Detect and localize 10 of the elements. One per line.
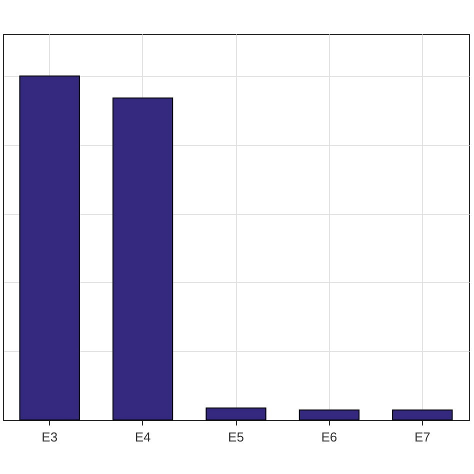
x-tick-label: E6: [321, 430, 338, 444]
bar: [112, 97, 174, 420]
bar: [392, 410, 453, 420]
x-tick-label: E7: [414, 430, 430, 444]
x-tick-label: E5: [228, 430, 244, 444]
x-tick-label: E4: [134, 430, 151, 444]
bar: [19, 75, 80, 420]
x-tick-label: E3: [42, 430, 58, 444]
bar: [298, 410, 360, 420]
bar: [206, 407, 266, 420]
